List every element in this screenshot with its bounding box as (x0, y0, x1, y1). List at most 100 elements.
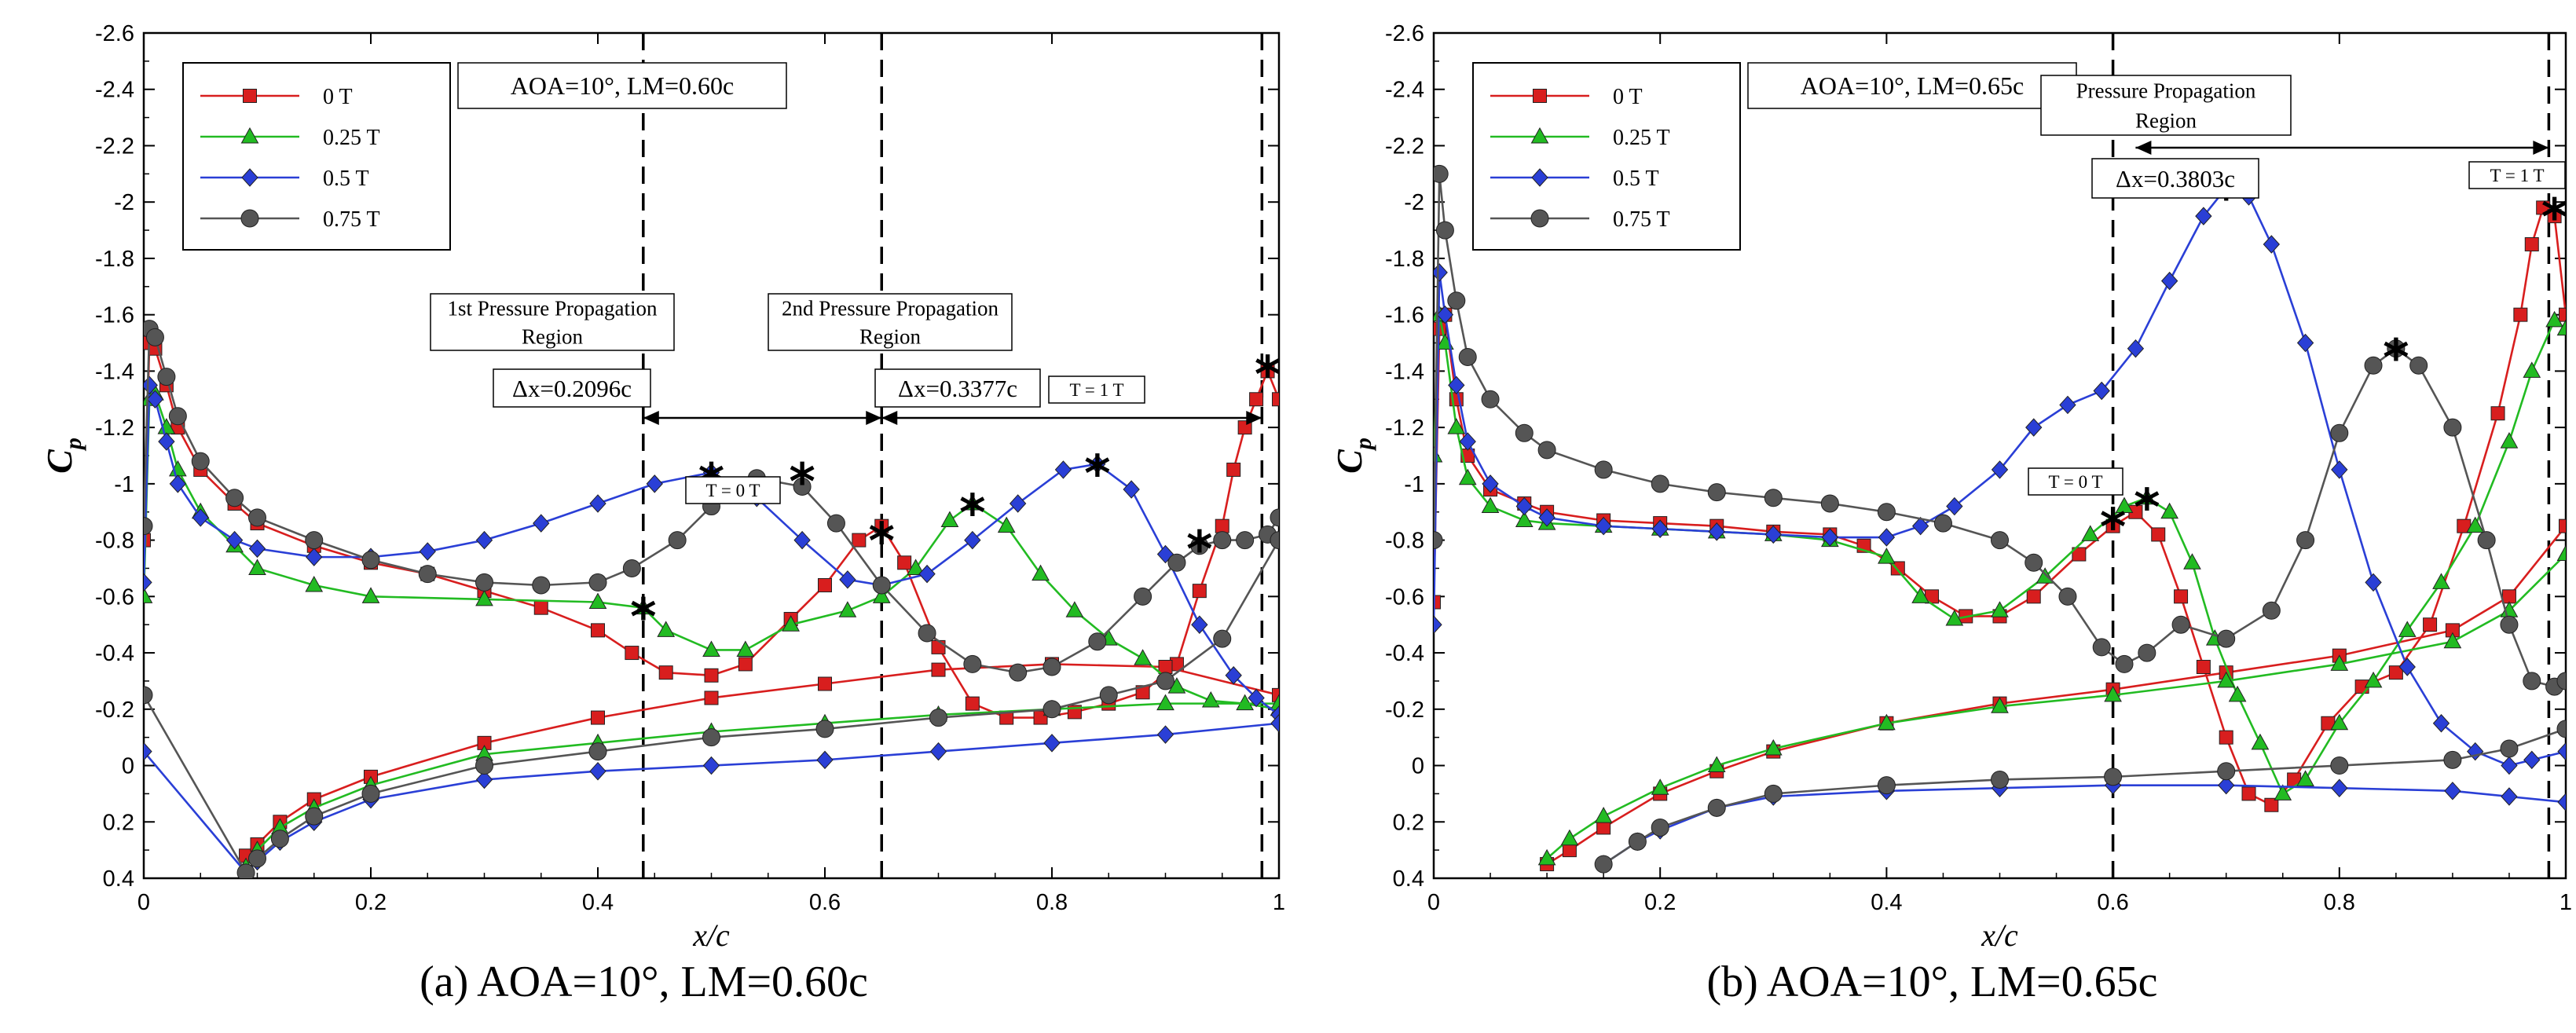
data-point (2160, 271, 2178, 291)
data-point (2559, 518, 2566, 533)
data-point (1820, 494, 1839, 513)
data-point (2523, 361, 2541, 378)
chart-b-ytick-label: -2.6 (1385, 21, 1424, 46)
data-point (2364, 671, 2383, 688)
data-point (475, 530, 493, 550)
data-point (1946, 496, 1963, 516)
data-point (2195, 207, 2212, 225)
data-point (1447, 418, 1466, 434)
data-point (305, 575, 324, 592)
data-point (2536, 200, 2551, 215)
data-point (1213, 629, 1232, 648)
data-point (2423, 617, 2438, 632)
data-point (144, 533, 151, 548)
chart-a-xtick-label: 0.6 (809, 890, 841, 915)
data-point (2556, 720, 2566, 738)
chart-a-peak-marker: * (1255, 346, 1281, 405)
data-point (931, 639, 946, 654)
data-point (2218, 775, 2235, 795)
data-point (1991, 697, 2009, 713)
data-point (702, 728, 720, 747)
series-line (1434, 206, 2566, 807)
data-point (2104, 685, 2122, 702)
data-point (1991, 770, 2009, 789)
data-point (1134, 649, 1152, 665)
data-point (2409, 356, 2428, 375)
data-point (940, 511, 959, 527)
data-point (248, 559, 266, 575)
data-point (1270, 694, 1279, 711)
data-point (533, 514, 550, 533)
data-point (2219, 730, 2233, 745)
data-point (2500, 432, 2519, 449)
chart-a-xtick-label: 1 (1273, 890, 1285, 915)
data-point (419, 542, 436, 561)
chart-b-t0-label-box (2028, 467, 2123, 496)
data-point (1436, 305, 1454, 324)
data-point (1190, 537, 1209, 555)
data-point (192, 508, 209, 527)
data-point (2477, 531, 2496, 550)
chart-a-peak-marker: * (1084, 445, 1110, 504)
chart-b-xtick-label: 0.4 (1871, 890, 1902, 915)
data-point (2330, 756, 2349, 775)
data-point (2138, 488, 2156, 505)
chart-b-ytick-label: -0.6 (1385, 584, 1424, 610)
chart-a-ytick-label: -2.2 (95, 134, 134, 159)
chart-b-peak-marker: * (2541, 189, 2567, 247)
data-point (1933, 514, 1952, 533)
data-point (816, 750, 834, 770)
data-point (1877, 503, 1896, 522)
data-point (1448, 375, 1465, 395)
chart-b-xlabel: x/c (1981, 918, 2018, 953)
chart-b-arrow-head (2533, 141, 2549, 155)
chart-b-ytick-label: -2 (1404, 190, 1424, 215)
data-point (1764, 738, 1783, 756)
data-point (1156, 694, 1174, 711)
data-point (1459, 432, 1476, 451)
chart-b-ytick-label: -1.6 (1385, 303, 1424, 328)
chart-a-series-0-75-T (144, 320, 1279, 878)
chart-a-legend: 0 T 0.25 T 0.5 T 0.75 T (182, 62, 451, 251)
series-line (1546, 553, 2566, 859)
data-point (1225, 666, 1242, 685)
data-point (2160, 502, 2178, 519)
data-point (1481, 496, 1500, 514)
chart-a-ylabel: Cp (39, 438, 86, 474)
data-point (1707, 756, 1726, 773)
data-point (2557, 742, 2566, 761)
data-point (2072, 547, 2087, 562)
data-point (1482, 474, 1499, 493)
chart-a-region-2-title-text: 2nd Pressure Propagation (782, 296, 999, 320)
chart-b-xtick-label: 1 (2560, 890, 2572, 915)
data-point (1481, 390, 1500, 408)
chart-b-ytick-label: 0 (1412, 754, 1424, 779)
data-point (1515, 511, 1534, 527)
data-point (2523, 672, 2541, 690)
chart-a-peak-marker: * (789, 454, 815, 512)
data-point (1065, 601, 1084, 617)
data-point (2183, 553, 2201, 570)
data-point (1158, 660, 1173, 674)
data-point (2545, 310, 2563, 328)
chart-a-region-1-title-text: Region (522, 324, 583, 348)
data-point (144, 517, 153, 536)
chart-a-ytick-label: -1 (114, 472, 134, 497)
data-point (1156, 725, 1174, 744)
data-point (2025, 553, 2043, 572)
series-line (1603, 784, 2566, 866)
chart-a-arrow-head (1246, 411, 1262, 425)
chart-b-region-title-text: Pressure Propagation (2076, 79, 2256, 102)
data-point (2241, 786, 2256, 801)
data-point (2501, 756, 2518, 775)
chart-b-t1-label-text: T = 1 T (2490, 166, 2545, 185)
data-point (144, 587, 153, 603)
data-point (931, 662, 946, 677)
chart-a-t0-label-text: T = 0 T (706, 481, 760, 500)
data-point (1447, 291, 1466, 310)
data-point (702, 756, 720, 775)
chart-b-caption: (b) AOA=10°, LM=0.65c (1706, 958, 2158, 1006)
data-point (1167, 553, 1186, 572)
chart-b-ytick-label: -2.4 (1385, 78, 1424, 103)
chart-a-xtick-label: 0.2 (355, 890, 387, 915)
